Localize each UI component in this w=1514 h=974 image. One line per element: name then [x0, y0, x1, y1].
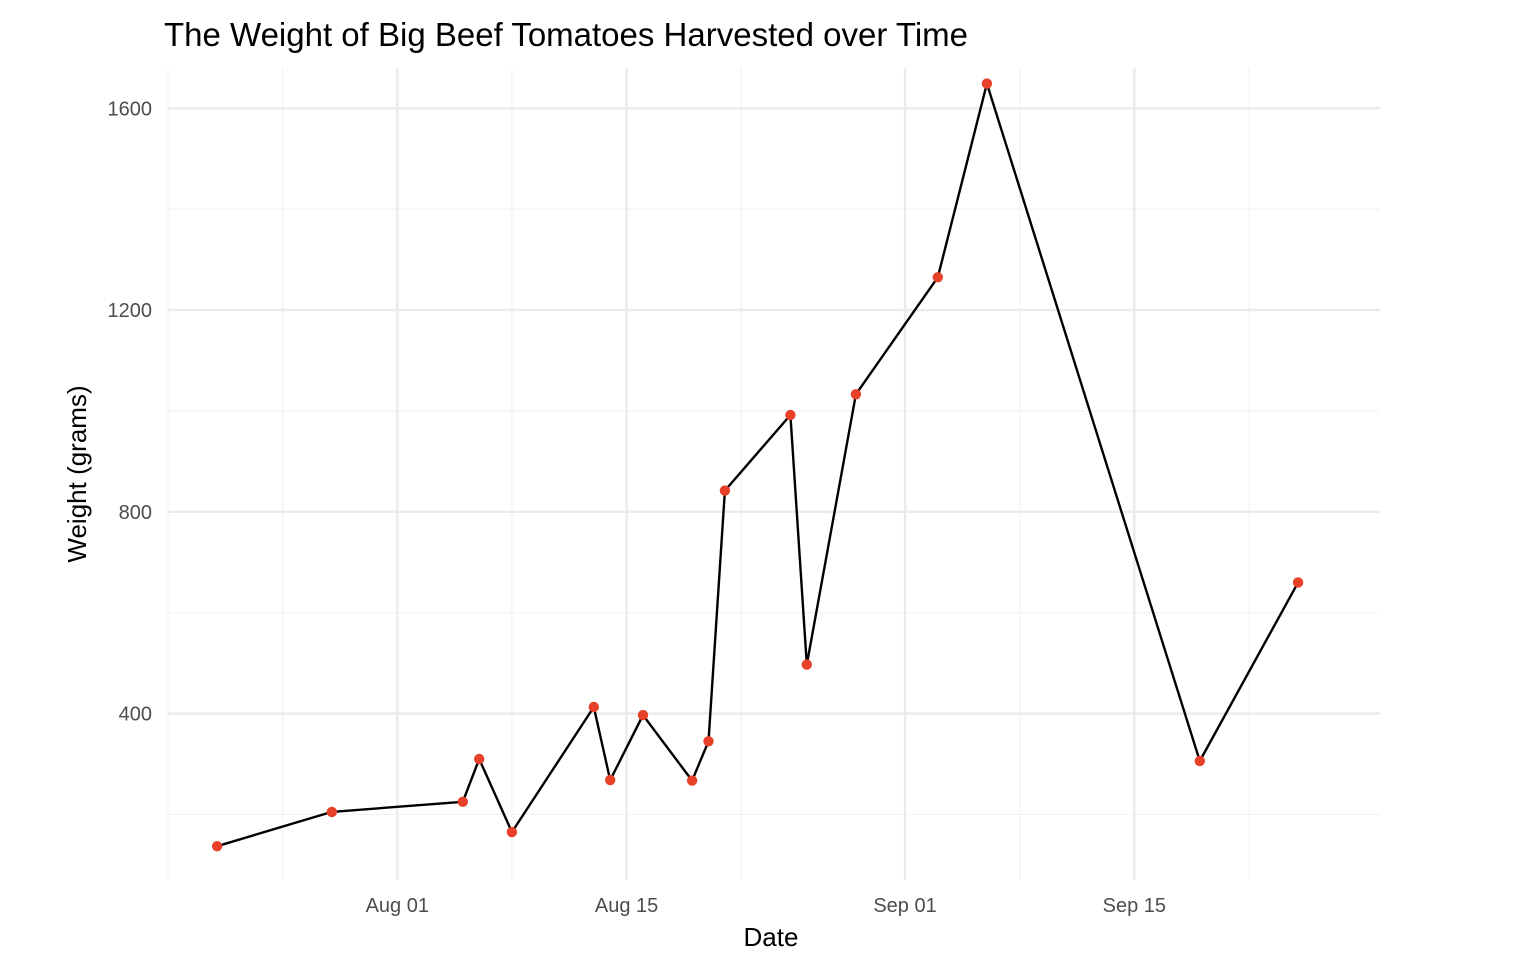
y-tick-label: 400 — [119, 704, 152, 726]
grid — [167, 68, 1380, 880]
data-point — [211, 841, 223, 852]
x-tick-label: Aug 01 — [366, 895, 429, 917]
x-axis-title: Date — [744, 922, 799, 952]
tick-labels: 400 800 1200 1600 Aug 01 Aug 15 Sep 01 Sep 15 — [108, 98, 1167, 917]
data-point — [605, 774, 616, 786]
data-point — [457, 796, 468, 807]
series-line-group — [216, 82, 1300, 848]
data-point — [785, 409, 796, 421]
x-tick-label: Sep 15 — [1103, 895, 1166, 917]
y-tick-label: 800 — [119, 502, 152, 524]
x-tick-label: Sep 01 — [873, 895, 936, 917]
data-point — [703, 736, 714, 747]
x-tick-label: Aug 15 — [595, 895, 658, 917]
data-point — [801, 659, 812, 670]
data-point — [981, 78, 993, 89]
y-tick-label: 1200 — [108, 300, 153, 322]
chart-title: The Weight of Big Beef Tomatoes Harveste… — [164, 16, 968, 53]
data-point — [588, 701, 599, 713]
data-point — [932, 272, 943, 283]
data-point — [719, 485, 731, 496]
data-point — [1292, 577, 1304, 588]
data-point — [1194, 755, 1206, 767]
data-point — [850, 389, 862, 400]
data-point — [506, 826, 518, 838]
data-point — [326, 806, 337, 818]
y-tick-label: 1600 — [108, 98, 153, 120]
data-point — [686, 775, 698, 786]
data-points — [211, 78, 1304, 852]
y-axis-title: Weight (grams) — [62, 385, 92, 562]
series-line — [216, 82, 1300, 848]
data-point — [637, 709, 649, 721]
data-point — [474, 753, 485, 765]
